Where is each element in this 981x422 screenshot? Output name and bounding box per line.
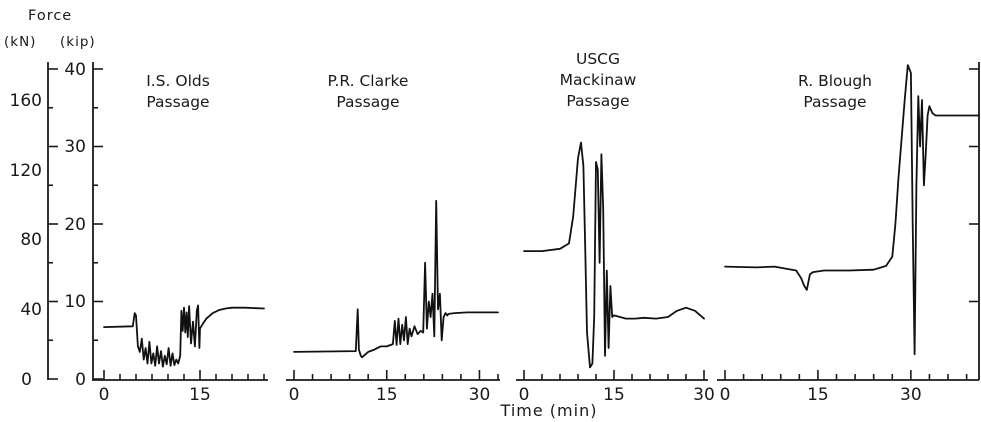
- x-tick-label-panel-4: 15: [807, 385, 829, 405]
- x-tick-label-panel-2: 0: [289, 385, 300, 405]
- y-ticks-kn: 0 40 80 120 160: [10, 91, 42, 390]
- x-tick-label-panel-3: 30: [693, 385, 715, 405]
- y-ticks-kip: 0 10 20 30 40: [64, 60, 86, 390]
- x-tick-label-panel-2: 15: [376, 385, 398, 405]
- x-tick-label-panel-3: 15: [603, 385, 625, 405]
- x-tick-label-panel-1: 0: [99, 385, 110, 405]
- panel-title-line: R. Blough: [798, 72, 872, 90]
- x-tick-label-panel-4: 30: [900, 385, 922, 405]
- x-tick-label-panel-1: 15: [189, 385, 211, 405]
- y-tick-label-kn-80: 80: [20, 230, 42, 250]
- y-tick-label-kn-160: 160: [10, 91, 42, 111]
- force-trace-panel-4: [724, 64, 980, 356]
- y-tick-label-kip-40: 40: [64, 60, 86, 80]
- y-unit-kip: (kip): [60, 34, 96, 50]
- panel-2: 0 15 30 P.R. Clarke Passage: [286, 72, 500, 405]
- panel-title-line: Passage: [566, 92, 629, 110]
- force-trace-panel-1: [103, 304, 265, 368]
- panel-title-line: Passage: [146, 93, 209, 111]
- force-trace-panel-3: [523, 141, 705, 369]
- y-unit-kn: (kN): [4, 34, 36, 50]
- y-tick-label-kn-40: 40: [20, 300, 42, 320]
- panel-4: 0 15 30 R. Blough Passage: [717, 64, 980, 405]
- y-tick-label-kip-0: 0: [75, 370, 86, 390]
- y-tick-label-kn-120: 120: [10, 161, 42, 181]
- x-tick-label-panel-4: 0: [720, 385, 731, 405]
- panel-title-line: Passage: [803, 93, 866, 111]
- panel-1: 0 15 I.S. Olds Passage: [92, 72, 268, 405]
- force-trace-panel-2: [293, 199, 499, 359]
- panel-title-line: Passage: [336, 93, 399, 111]
- panel-title-line: I.S. Olds: [146, 72, 210, 90]
- panel-3: 0 15 30 USCG Mackinaw Passage: [516, 50, 715, 405]
- x-axis-title: Time (min): [500, 401, 598, 420]
- y-tick-label-kip-30: 30: [64, 137, 86, 157]
- y-tick-label-kn-0: 0: [21, 370, 32, 390]
- y-tick-label-kip-20: 20: [64, 215, 86, 235]
- x-tick-label-panel-3: 0: [519, 385, 530, 405]
- panel-title-line: Mackinaw: [560, 71, 637, 89]
- panel-title-line: USCG: [576, 50, 620, 68]
- y-tick-label-kip-10: 10: [64, 292, 86, 312]
- chart-panels: 0 15 I.S. Olds Passage 0 15 30 P.R. Clarke Passa…: [92, 50, 980, 405]
- panel-title-line: P.R. Clarke: [328, 72, 409, 90]
- y-axis-title: Force: [28, 8, 72, 24]
- x-tick-label-panel-2: 30: [469, 385, 491, 405]
